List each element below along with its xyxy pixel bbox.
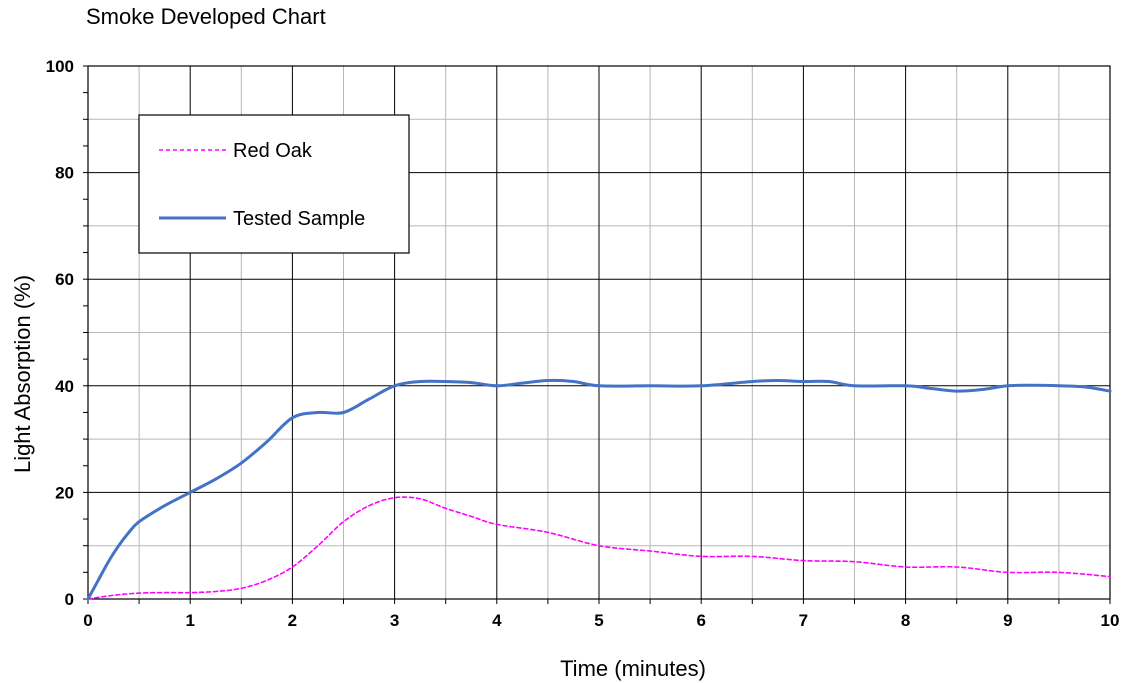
legend-box	[138, 114, 410, 254]
y-tick-label: 80	[55, 164, 74, 183]
x-tick-label: 3	[390, 611, 399, 630]
x-tick-label: 6	[696, 611, 705, 630]
x-axis-title: Time (minutes)	[560, 656, 706, 681]
x-tick-label: 7	[799, 611, 808, 630]
legend-label-tested-sample: Tested Sample	[233, 208, 365, 230]
legend-label-red-oak: Red Oak	[233, 140, 313, 162]
y-tick-label: 40	[55, 377, 74, 396]
x-tick-label: 1	[185, 611, 194, 630]
series-line-tested-sample	[86, 378, 1112, 601]
x-tick-label: 9	[1003, 611, 1012, 630]
series-line-red-oak	[87, 496, 1111, 600]
y-tick-label: 100	[46, 57, 74, 76]
x-tick-label: 8	[901, 611, 910, 630]
x-tick-label: 4	[492, 611, 502, 630]
legend: Red Oak Tested Sample	[138, 114, 410, 254]
x-tick-label: 0	[83, 611, 92, 630]
x-tick-label: 5	[594, 611, 603, 630]
y-tick-label: 60	[55, 270, 74, 289]
y-tick-label: 20	[55, 483, 74, 502]
x-tick-label: 2	[288, 611, 297, 630]
chart-title: Smoke Developed Chart	[86, 4, 326, 29]
series-layer	[86, 378, 1112, 601]
y-axis-title: Light Absorption (%)	[10, 275, 35, 473]
y-tick-label: 0	[65, 590, 74, 609]
x-tick-label: 10	[1101, 611, 1120, 630]
